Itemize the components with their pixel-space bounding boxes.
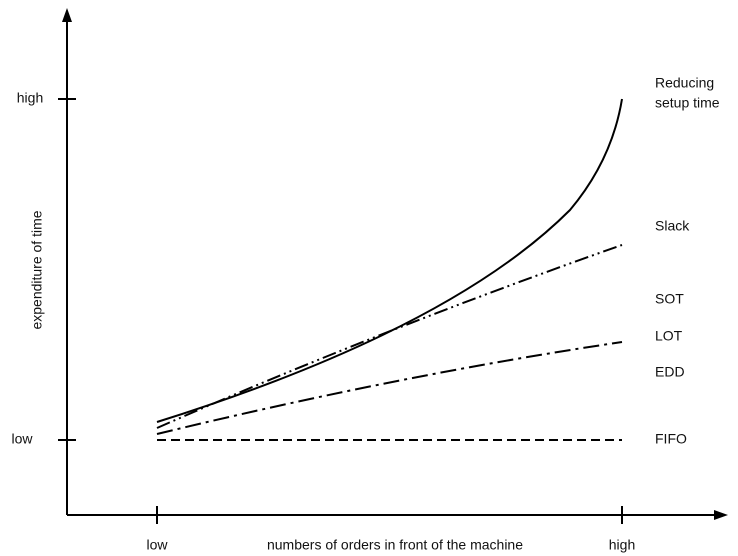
- curve-label: setup time: [655, 95, 720, 111]
- y-axis-arrow: [62, 8, 72, 22]
- curve-label: EDD: [655, 364, 685, 380]
- y-tick-label: high: [17, 90, 43, 106]
- x-axis-arrow: [714, 510, 728, 520]
- curve-label: LOT: [655, 328, 683, 344]
- x-tick-label: high: [609, 537, 635, 553]
- curve-label: Reducing: [655, 75, 714, 91]
- curve-label: SOT: [655, 291, 684, 307]
- x-tick-label: low: [146, 537, 168, 553]
- curve-slack: [156, 244, 623, 429]
- x-axis-title: numbers of orders in front of the machin…: [267, 537, 523, 553]
- curve-lot: [156, 341, 623, 435]
- y-axis-title: expenditure of time: [29, 210, 45, 329]
- y-tick-label: low: [11, 431, 33, 447]
- curve-label: Slack: [655, 218, 690, 234]
- curve-label: FIFO: [655, 431, 687, 447]
- curve-reducing-setup-time: [156, 98, 623, 423]
